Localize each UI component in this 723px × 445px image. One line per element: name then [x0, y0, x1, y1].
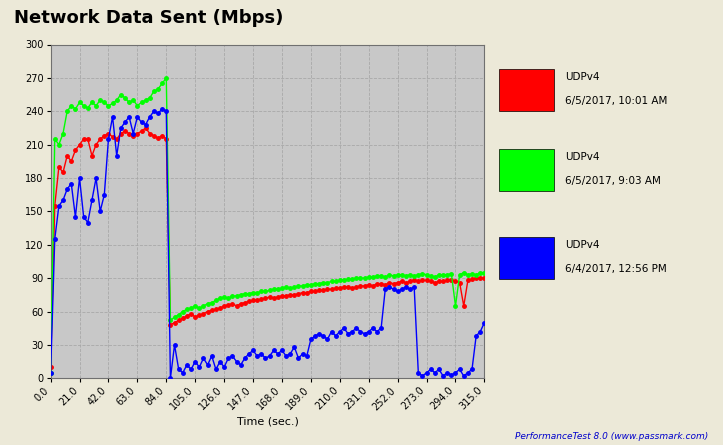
Text: Network Data Sent (Mbps): Network Data Sent (Mbps): [14, 9, 284, 27]
FancyBboxPatch shape: [499, 237, 554, 279]
Text: 6/5/2017, 10:01 AM: 6/5/2017, 10:01 AM: [565, 96, 667, 105]
Text: UDPv4: UDPv4: [565, 240, 599, 250]
Text: 6/5/2017, 9:03 AM: 6/5/2017, 9:03 AM: [565, 176, 661, 186]
Text: 6/4/2017, 12:56 PM: 6/4/2017, 12:56 PM: [565, 264, 667, 274]
Text: UDPv4: UDPv4: [565, 72, 599, 81]
FancyBboxPatch shape: [499, 69, 554, 111]
Text: UDPv4: UDPv4: [565, 152, 599, 162]
Text: PerformanceTest 8.0 (www.passmark.com): PerformanceTest 8.0 (www.passmark.com): [515, 432, 709, 441]
X-axis label: Time (sec.): Time (sec.): [236, 416, 299, 426]
FancyBboxPatch shape: [499, 149, 554, 191]
